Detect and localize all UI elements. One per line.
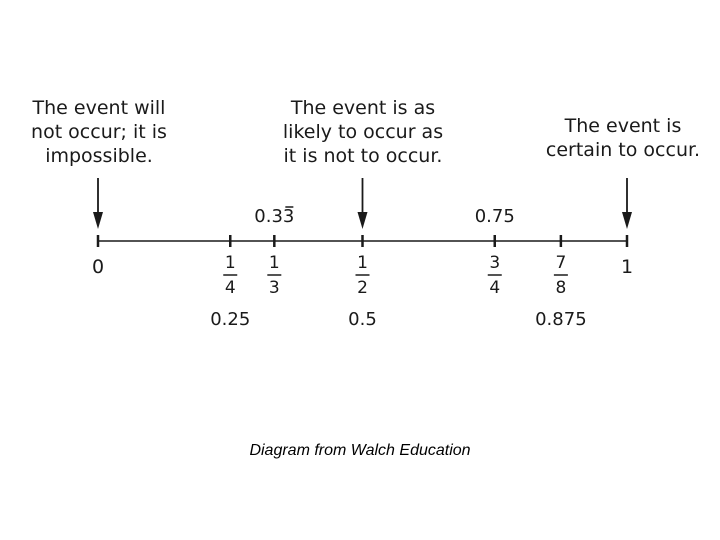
- pointer-arrow-head: [93, 212, 103, 229]
- fraction-denominator: 2: [357, 278, 368, 298]
- caption-line: likely to occur as: [282, 121, 444, 143]
- pointer-arrow-head: [622, 212, 632, 229]
- fraction-denominator: 8: [555, 278, 566, 298]
- endpoint-label: 1: [621, 256, 633, 278]
- caption-line: it is not to occur.: [283, 145, 443, 167]
- fraction-numerator: 1: [225, 253, 236, 273]
- caption-line: certain to occur.: [545, 139, 701, 161]
- fraction-numerator: 3: [489, 253, 500, 273]
- decimal-label: 0.5: [348, 309, 377, 330]
- decimal-label: 0.25: [210, 309, 250, 330]
- caption-certain: The event is certain to occur.: [540, 114, 706, 162]
- caption-impossible: The event will not occur; it is impossib…: [18, 96, 180, 168]
- fraction-denominator: 4: [489, 278, 500, 298]
- endpoint-label: 0: [92, 256, 104, 278]
- pointer-arrow-head: [357, 212, 368, 229]
- fraction-numerator: 1: [357, 253, 368, 273]
- decimal-label: 0.33: [254, 206, 294, 227]
- decimal-label: 0.875: [535, 309, 587, 330]
- caption-line: The event is as: [290, 97, 436, 119]
- caption-even-chance: The event is as likely to occur as it is…: [268, 96, 458, 168]
- fraction-denominator: 3: [269, 278, 280, 298]
- diagram-credit: Diagram from Walch Education: [249, 442, 471, 459]
- caption-line: impossible.: [45, 145, 153, 167]
- caption-line: The event will: [32, 97, 166, 119]
- caption-line: not occur; it is: [31, 121, 167, 143]
- fraction-numerator: 7: [555, 253, 566, 273]
- caption-line: The event is: [564, 115, 682, 137]
- decimal-label: 0.75: [475, 206, 515, 227]
- fraction-denominator: 4: [225, 278, 236, 298]
- fraction-numerator: 1: [269, 253, 280, 273]
